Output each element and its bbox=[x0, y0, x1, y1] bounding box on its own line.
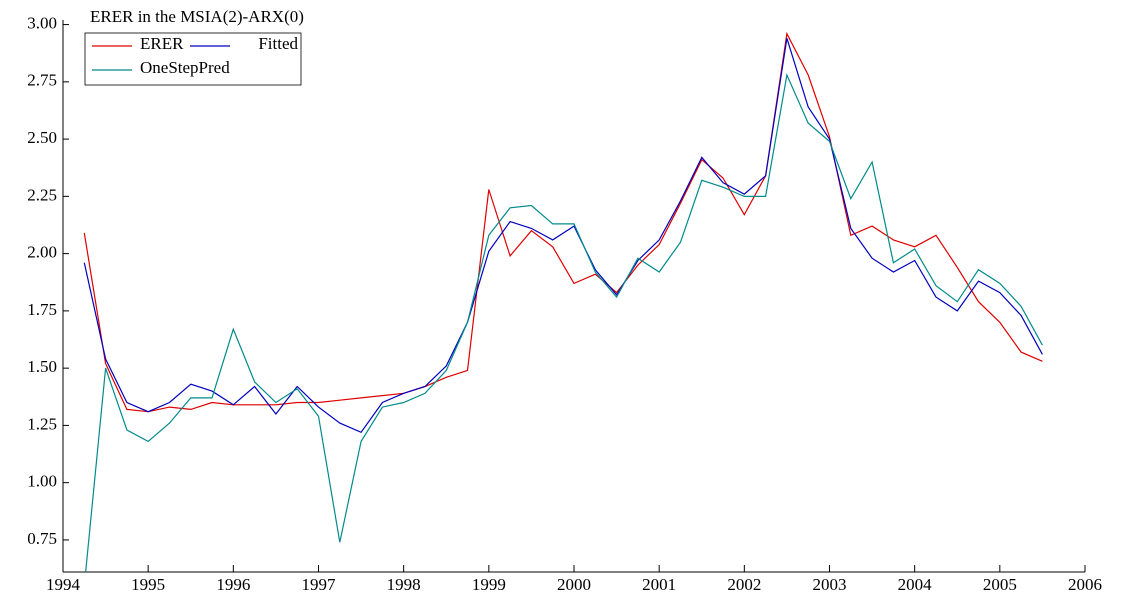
y-tick-label: 1.00 bbox=[27, 472, 57, 491]
x-tick-label: 2001 bbox=[642, 575, 676, 594]
x-tick-label: 2003 bbox=[813, 575, 847, 594]
x-tick-label: 1996 bbox=[216, 575, 250, 594]
y-tick-label: 2.50 bbox=[27, 128, 57, 147]
series-line bbox=[85, 72, 1043, 572]
y-tick-label: 1.25 bbox=[27, 414, 57, 433]
x-tick-label: 2000 bbox=[557, 575, 591, 594]
y-tick-label: 1.75 bbox=[27, 300, 57, 319]
x-tick-label: 1995 bbox=[131, 575, 165, 594]
y-tick-label: 3.00 bbox=[27, 13, 57, 32]
legend-label: Fitted bbox=[258, 34, 298, 53]
y-tick-label: 2.75 bbox=[27, 71, 57, 90]
x-tick-label: 1997 bbox=[302, 575, 337, 594]
y-tick-label: 2.25 bbox=[27, 185, 57, 204]
x-tick-label: 2006 bbox=[1068, 575, 1102, 594]
plot-area bbox=[83, 31, 1043, 572]
x-tick-label: 2002 bbox=[727, 575, 761, 594]
x-tick-label: 1999 bbox=[472, 575, 506, 594]
chart-title: ERER in the MSIA(2)-ARX(0) bbox=[90, 7, 304, 26]
series-line bbox=[83, 31, 1043, 413]
x-tick-label: 2005 bbox=[983, 575, 1017, 594]
legend-label: OneStepPred bbox=[140, 58, 230, 77]
y-tick-label: 1.50 bbox=[27, 357, 57, 376]
y-tick-label: 0.75 bbox=[27, 529, 57, 548]
series-line bbox=[83, 38, 1043, 434]
legend bbox=[84, 32, 302, 86]
legend-label: ERER bbox=[140, 34, 184, 53]
x-tick-label: 2004 bbox=[898, 575, 933, 594]
x-tick-label: 1998 bbox=[387, 575, 421, 594]
x-tick-label: 1994 bbox=[46, 575, 81, 594]
y-tick-label: 2.00 bbox=[27, 243, 57, 262]
